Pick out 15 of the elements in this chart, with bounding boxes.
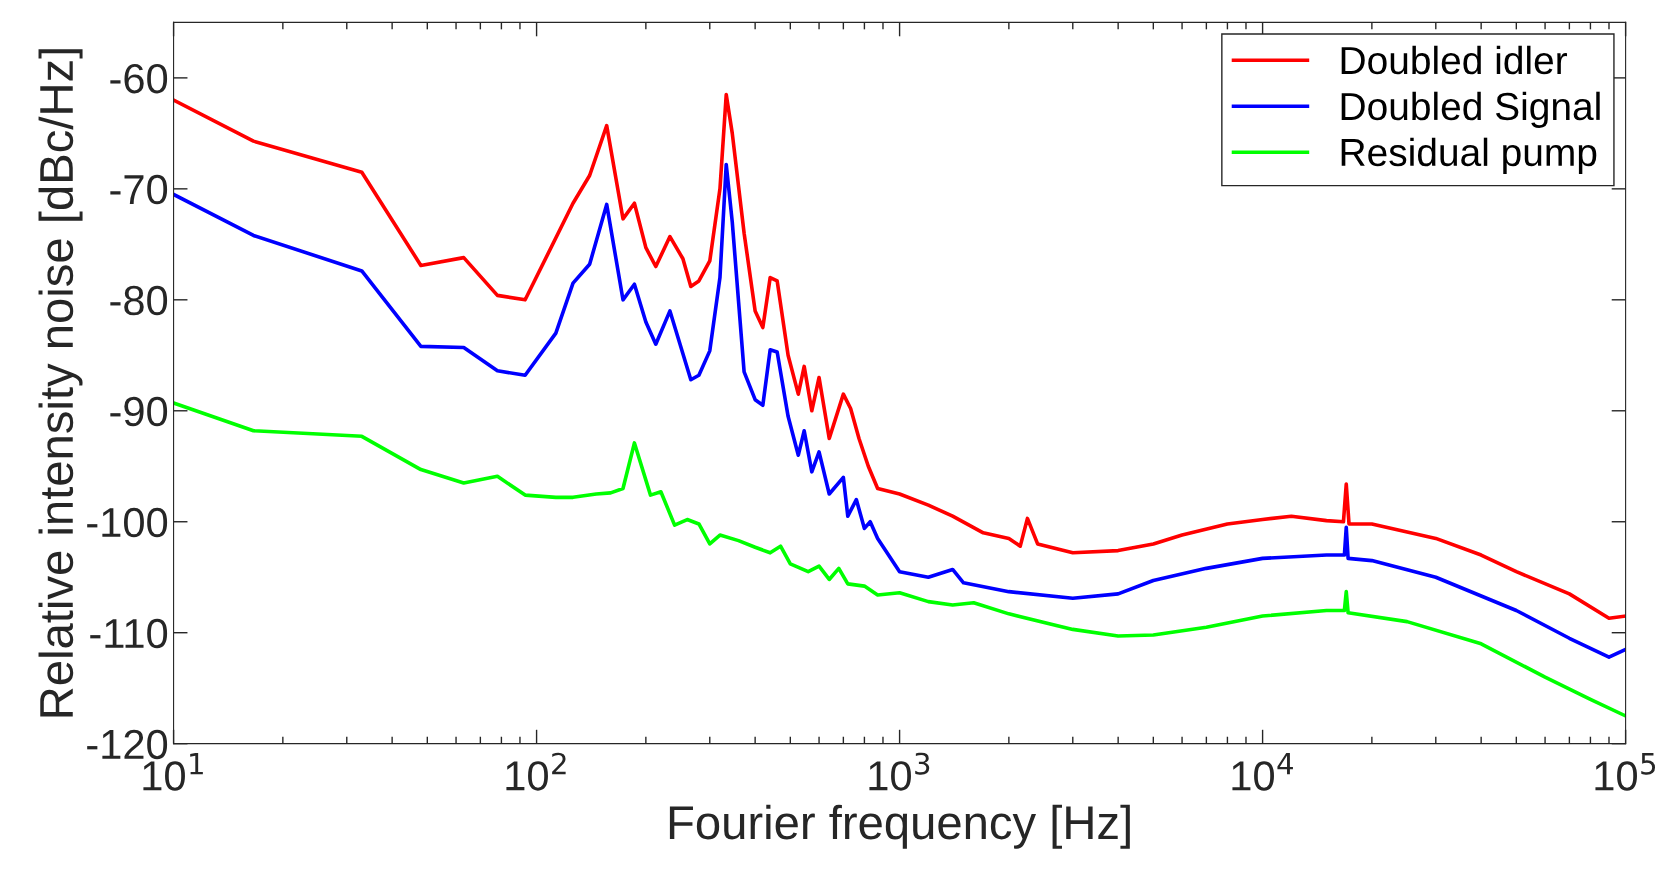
x-tick-label: 10$^{3}$ — [869, 752, 930, 791]
x-tick-label: 10$^{2}$ — [506, 752, 566, 791]
y-tick-label: -70 — [110, 174, 168, 205]
x-tick-label: 10$^{4}$ — [1232, 753, 1293, 791]
x-tick-label: 10$^{5}$ — [1595, 753, 1656, 791]
y-tick-label: -60 — [110, 63, 168, 94]
y-tick-label: -90 — [110, 396, 168, 427]
y-tick-label: -100 — [87, 507, 168, 538]
legend-label: Doubled Signal — [1341, 91, 1600, 128]
legend-label: Doubled idler — [1341, 45, 1568, 75]
y-tick-label: -110 — [90, 618, 168, 649]
y-axis-title: Relative intensity noise [dBc/Hz] — [38, 49, 83, 717]
y-tick-label: -80 — [110, 285, 168, 316]
legend-label: Residual pump — [1341, 137, 1597, 174]
x-axis-title: Fourier frequency [Hz] — [669, 804, 1130, 849]
